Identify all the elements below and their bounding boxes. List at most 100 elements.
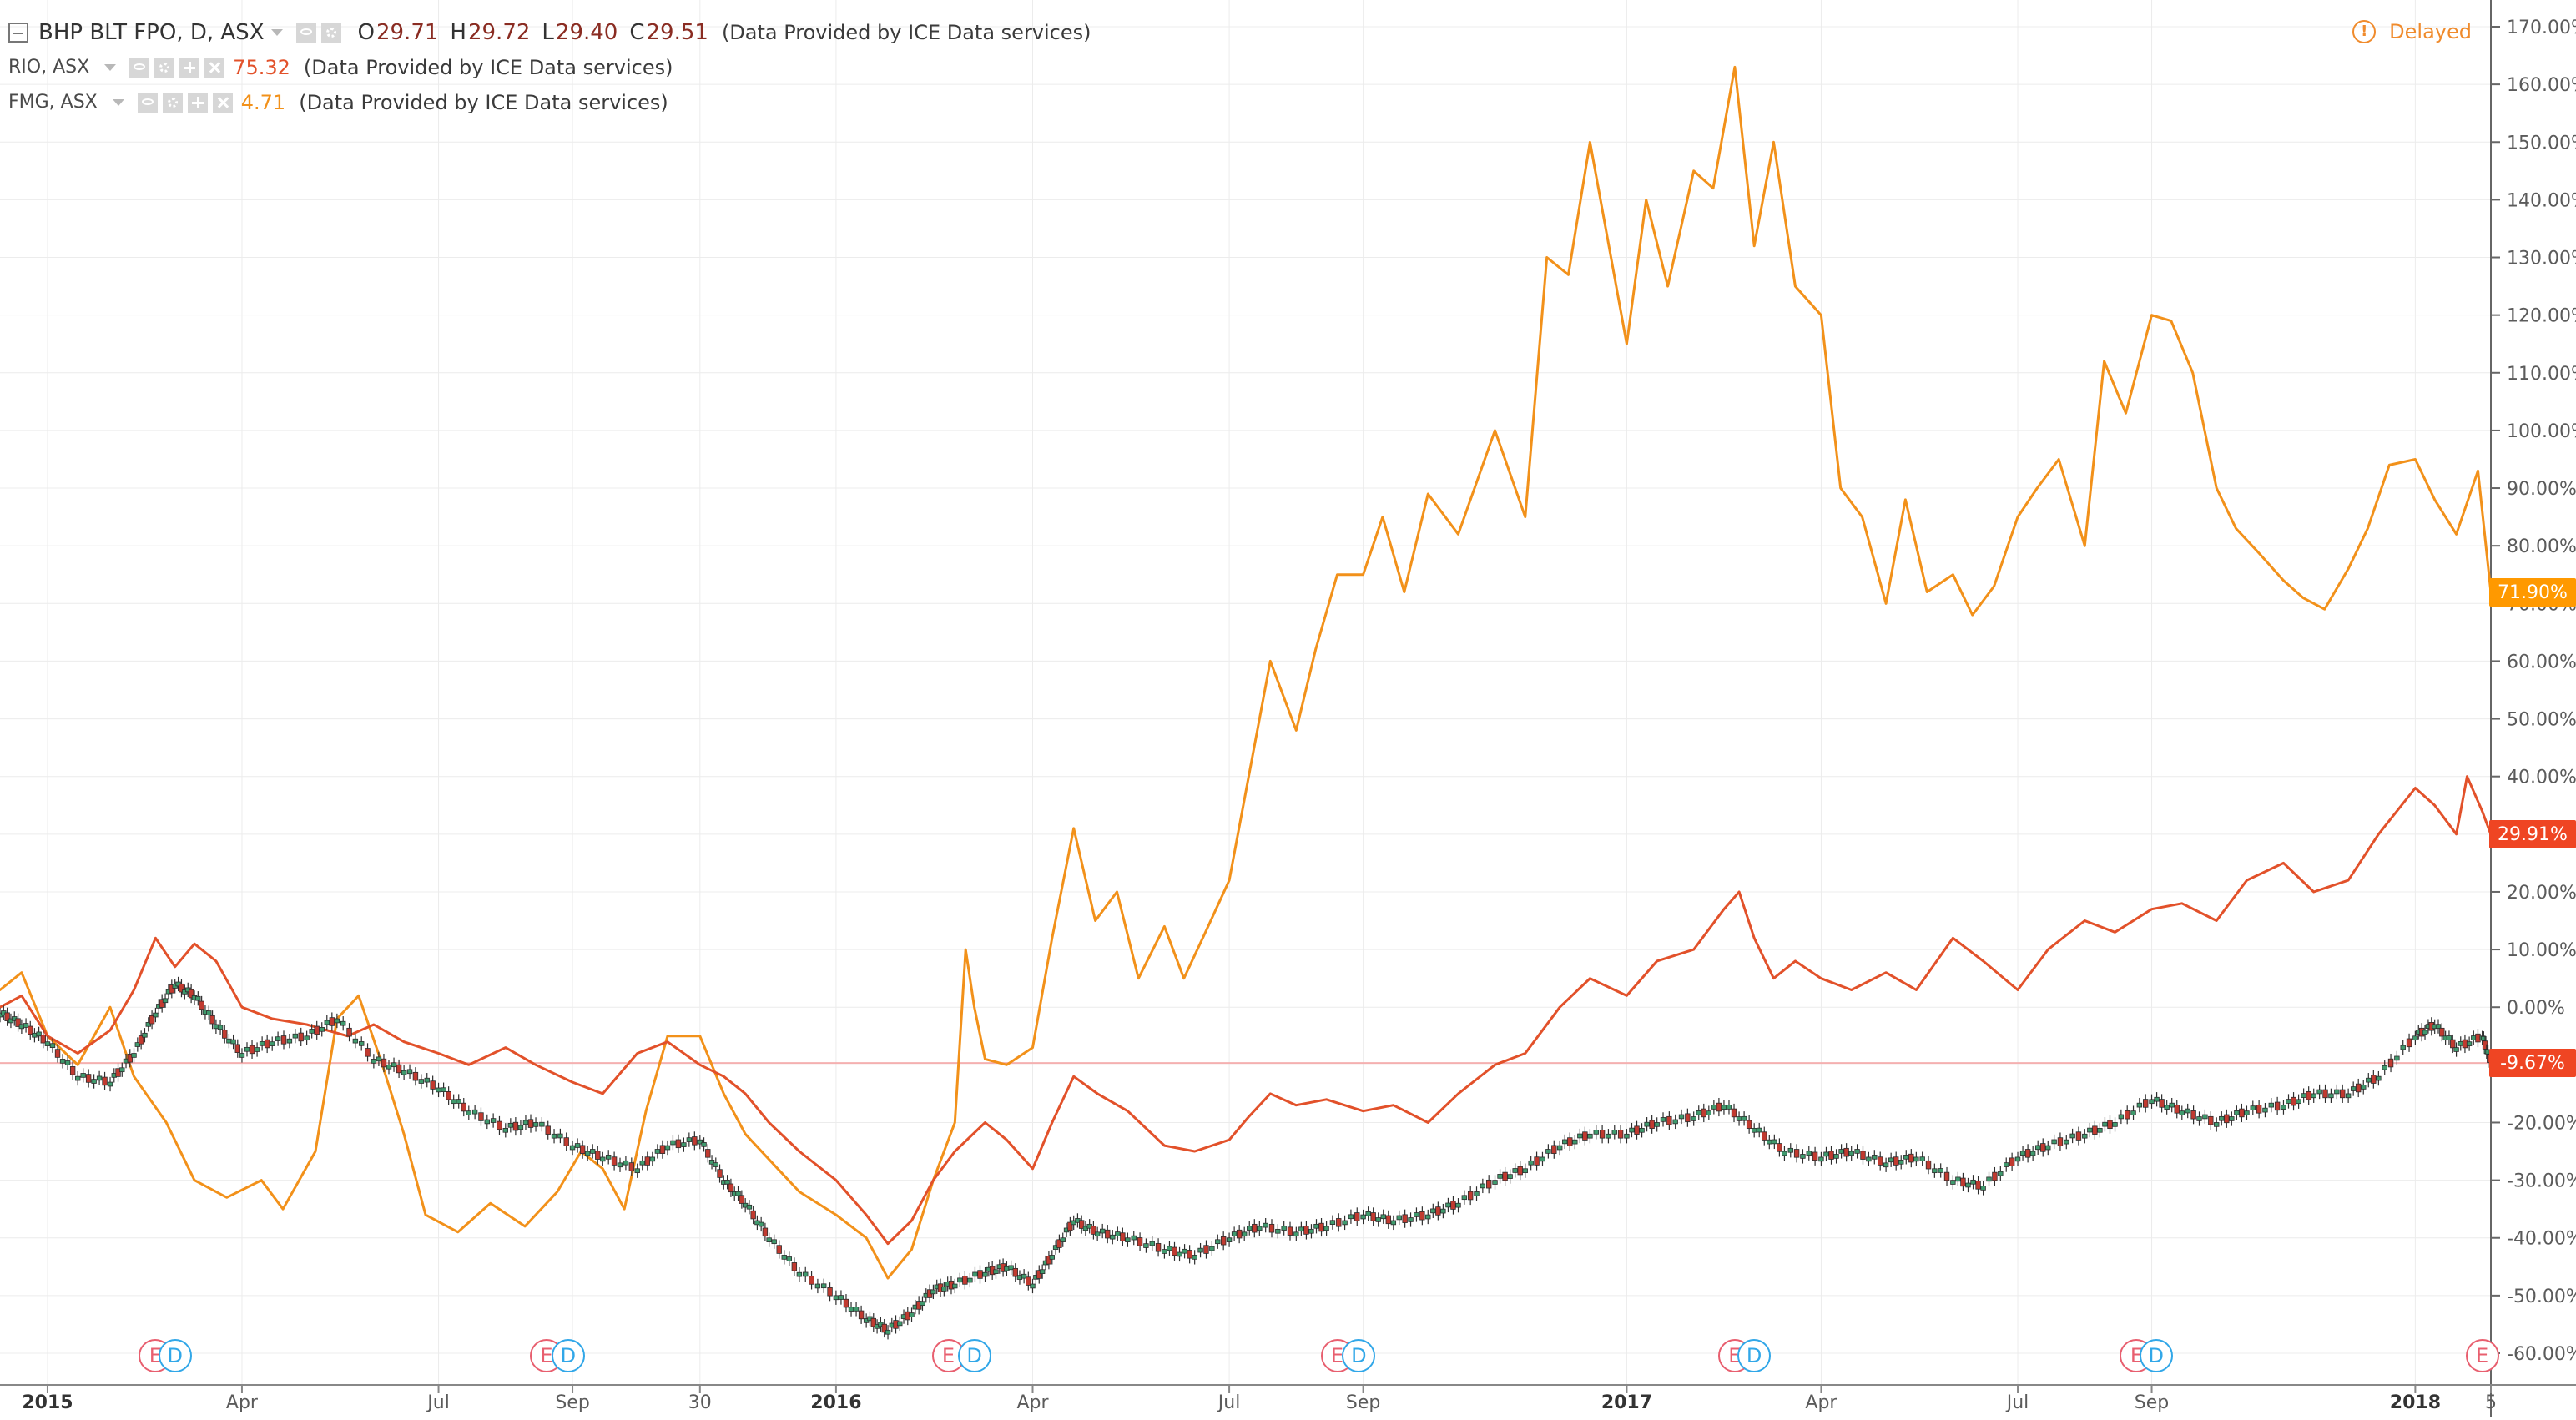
bhp-candle-body	[209, 1015, 215, 1025]
y-tick-label: -40.00%	[2507, 1229, 2576, 1250]
bhp-candle-body	[1056, 1239, 1062, 1248]
bhp-candle-body	[2256, 1105, 2262, 1114]
bhp-candle-body	[1970, 1179, 1976, 1185]
bhp-candle-body	[2296, 1099, 2301, 1105]
fmg-gear-icon[interactable]	[162, 93, 183, 113]
legend-rio-row: RIO, ASX 75.32 (Data Provided by ICE Dat…	[8, 50, 1091, 85]
bhp-candle-body	[2164, 1105, 2170, 1110]
bhp-candle-body	[213, 1024, 219, 1030]
bhp-candle-body	[2143, 1099, 2149, 1108]
bhp-candle-body	[2291, 1096, 2296, 1106]
earnings-event-icon[interactable]: E	[2465, 1339, 2499, 1372]
bhp-candle-body	[2453, 1047, 2459, 1052]
rio-caret-icon[interactable]	[104, 64, 117, 71]
bhp-candle-body	[1806, 1151, 1812, 1156]
bhp-candle-body	[179, 983, 184, 993]
x-tick-label: Jul	[1217, 1392, 1241, 1413]
y-tick-label: -50.00%	[2507, 1287, 2576, 1307]
bhp-candle-body	[436, 1087, 441, 1093]
rio-gear-icon[interactable]	[154, 58, 175, 78]
bhp-candle-body	[1746, 1120, 1752, 1130]
delayed-status[interactable]: ! Delayed	[2352, 20, 2472, 43]
rio-close-icon[interactable]	[204, 58, 225, 78]
dropdown-caret-icon[interactable]	[270, 29, 283, 36]
bhp-candle-body	[766, 1237, 772, 1242]
y-tick-label: -30.00%	[2507, 1171, 2576, 1192]
bhp-candle-body	[234, 1044, 240, 1054]
bhp-candle-body	[2075, 1131, 2082, 1141]
bhp-candle-body	[2149, 1099, 2155, 1105]
bhp-candle-body	[1986, 1176, 1992, 1182]
y-tick-label: 20.00%	[2507, 883, 2576, 904]
bhp-candle-body	[1252, 1223, 1258, 1233]
bhp-candle-body	[2136, 1102, 2143, 1108]
bhp-candle-body	[1617, 1130, 1624, 1139]
bhp-candle-body	[545, 1125, 551, 1135]
bhp-candle-body	[786, 1256, 793, 1261]
bhp-candle-body	[1685, 1113, 1691, 1122]
bhp-candle-body	[1762, 1131, 1767, 1141]
bhp-candle-body	[2179, 1110, 2185, 1115]
bhp-candle-body	[1726, 1105, 1732, 1110]
bhp-candle-body	[1787, 1147, 1793, 1153]
x-tick-label: Jul	[426, 1392, 450, 1413]
fmg-caret-icon[interactable]	[112, 99, 124, 106]
bhp-candle-body	[1522, 1168, 1528, 1174]
bhp-candle-body	[162, 998, 169, 1004]
bhp-candle-body	[1828, 1151, 1834, 1160]
bhp-candle-body	[644, 1156, 651, 1166]
bhp-candle-body	[803, 1271, 809, 1277]
bhp-candle-body	[309, 1029, 315, 1034]
bhp-candle-body	[2471, 1035, 2477, 1040]
bhp-candle-body	[858, 1310, 865, 1320]
bhp-candle-body	[471, 1109, 478, 1115]
bhp-candle-body	[1624, 1133, 1630, 1139]
fmg-eye-icon[interactable]	[137, 93, 158, 113]
bhp-candle-body	[254, 1047, 260, 1052]
bhp-candle-body	[456, 1099, 461, 1104]
bhp-candle-body	[1767, 1139, 1772, 1145]
rio-series-line	[0, 775, 2493, 1246]
dividend-event-icon[interactable]: D	[158, 1339, 192, 1372]
rio-plus-icon[interactable]	[179, 58, 200, 78]
bhp-candle-body	[49, 1043, 56, 1049]
dividend-event-icon[interactable]: D	[957, 1339, 991, 1372]
bhp-candle-body	[1303, 1226, 1309, 1235]
dividend-event-icon[interactable]: D	[1342, 1339, 1376, 1372]
collapse-icon[interactable]	[8, 23, 28, 43]
dividend-event-icon[interactable]: D	[2139, 1339, 2173, 1372]
bhp-candle-body	[967, 1277, 973, 1283]
bhp-candle-body	[1172, 1246, 1177, 1256]
fmg-plus-icon[interactable]	[187, 93, 208, 113]
bhp-candle-body	[1485, 1179, 1492, 1189]
bhp-candle-body	[1402, 1214, 1408, 1223]
bhp-candle-body	[206, 1010, 212, 1015]
bhp-candle-body	[885, 1329, 891, 1335]
bhp-candle-body	[697, 1139, 703, 1145]
bhp-candle-body	[1474, 1191, 1480, 1196]
bhp-candle-body	[222, 1030, 228, 1039]
dividend-event-icon[interactable]: D	[1737, 1339, 1772, 1372]
dividend-event-icon[interactable]: D	[551, 1339, 585, 1372]
bhp-candle-body	[85, 1074, 92, 1083]
rio-eye-icon[interactable]	[129, 58, 150, 78]
bhp-candle-body	[590, 1149, 596, 1154]
bhp-candle-body	[1435, 1206, 1441, 1216]
bhp-candle-body	[319, 1027, 325, 1032]
y-tick-label: 80.00%	[2507, 536, 2576, 557]
gear-icon[interactable]	[320, 23, 341, 43]
fmg-close-icon[interactable]	[212, 93, 233, 113]
bhp-candle-body	[1517, 1166, 1523, 1176]
bhp-candle-body	[1751, 1127, 1757, 1133]
bhp-candle-body	[304, 1035, 310, 1041]
bhp-candle-body	[1534, 1156, 1540, 1166]
bhp-candle-body	[1606, 1133, 1611, 1139]
bhp-candle-body	[23, 1023, 29, 1028]
bhp-candle-body	[1883, 1162, 1889, 1168]
bhp-candle-body	[1308, 1228, 1314, 1234]
eye-icon[interactable]	[295, 23, 316, 43]
bhp-candle-body	[1187, 1250, 1192, 1259]
bhp-candle-body	[406, 1069, 413, 1075]
x-tick-label: 5	[2485, 1392, 2497, 1413]
bhp-candle-body	[1120, 1232, 1126, 1241]
